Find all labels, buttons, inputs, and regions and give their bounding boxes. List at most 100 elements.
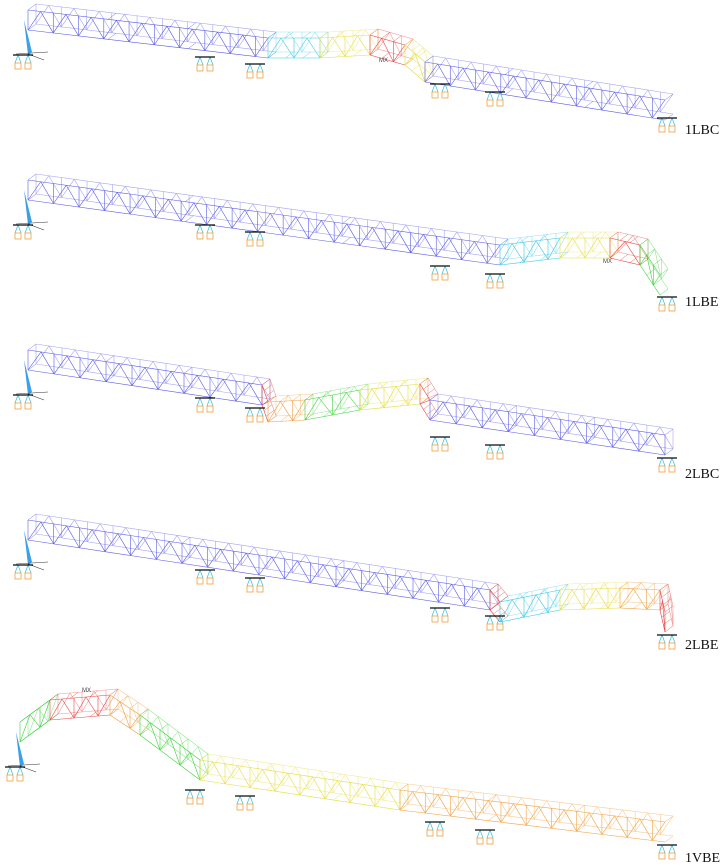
truss-member (368, 383, 380, 404)
truss-member (182, 545, 195, 563)
support (497, 624, 503, 630)
truss-member (28, 24, 36, 30)
truss-member (482, 235, 495, 257)
truss-member (80, 360, 93, 378)
truss-member (602, 816, 615, 834)
truss-member (370, 49, 378, 55)
truss-member (98, 695, 110, 716)
truss-member (313, 777, 326, 799)
truss-member (380, 221, 393, 243)
truss-member (392, 380, 404, 401)
support (497, 100, 503, 106)
truss-member (618, 236, 633, 253)
truss-member (28, 11, 41, 30)
support (25, 63, 31, 69)
support (247, 416, 253, 422)
truss-member (585, 81, 593, 87)
truss-member (28, 565, 31, 573)
truss-member (336, 569, 349, 587)
truss-member (400, 792, 413, 810)
support (659, 643, 665, 649)
truss-member (628, 582, 668, 584)
truss-member (350, 784, 363, 802)
truss-member (105, 534, 118, 552)
truss-member (662, 845, 665, 853)
truss-member (41, 182, 54, 204)
truss-member (200, 774, 208, 780)
truss-member (669, 635, 672, 643)
truss-member (262, 385, 268, 402)
truss-member (268, 52, 276, 58)
truss-member (329, 214, 342, 236)
truss-member (363, 784, 376, 806)
truss-member (28, 174, 36, 180)
truss-member (182, 557, 190, 563)
truss-member (92, 189, 105, 211)
truss-member (15, 225, 18, 233)
truss-segment (568, 232, 618, 252)
truss-member (145, 368, 158, 390)
truss-segment (276, 394, 313, 416)
truss-member (25, 395, 28, 403)
truss-member (652, 433, 665, 455)
truss-segment (140, 715, 200, 780)
support (487, 624, 493, 630)
truss-member (488, 795, 496, 801)
support (207, 578, 213, 584)
truss-member (622, 86, 635, 108)
truss-member (640, 255, 647, 265)
truss-member (132, 368, 145, 386)
truss-member (120, 702, 130, 729)
truss-member (358, 36, 371, 55)
truss-member (634, 423, 647, 445)
truss-member (662, 458, 665, 466)
truss-member (442, 608, 445, 616)
truss-member (589, 813, 602, 835)
truss-member (433, 56, 673, 94)
truss-segment (50, 695, 110, 720)
truss-member (460, 578, 473, 600)
truss-member (40, 701, 48, 707)
truss-member (275, 773, 288, 791)
truss-member (435, 84, 438, 92)
truss-member (514, 804, 527, 826)
truss-member (250, 578, 253, 586)
support (659, 305, 665, 311)
truss-member (508, 414, 521, 432)
truss-member (280, 395, 288, 401)
truss-member (268, 400, 305, 402)
truss-member (435, 266, 438, 274)
truss-member (223, 379, 236, 401)
truss-member (665, 429, 673, 435)
truss-member (627, 96, 640, 114)
truss-member (257, 232, 260, 240)
truss-member (596, 589, 608, 609)
truss-member (168, 199, 181, 221)
truss-member (384, 386, 396, 407)
truss-member (304, 211, 317, 233)
truss-member (231, 373, 244, 395)
truss-member (167, 26, 180, 47)
truss-member (659, 845, 662, 853)
truss-member (433, 76, 673, 114)
truss-member (302, 32, 315, 52)
truss-member (488, 815, 496, 821)
truss-member (615, 816, 628, 838)
truss-member (197, 375, 210, 397)
truss-member (106, 364, 119, 382)
truss-member (16, 392, 48, 394)
truss-member (250, 796, 253, 804)
truss-member (118, 534, 131, 556)
truss-member (268, 32, 276, 38)
truss-member (672, 458, 675, 466)
truss-member (303, 52, 311, 58)
truss-member (28, 194, 36, 200)
truss-member (243, 35, 256, 56)
truss-member (610, 258, 640, 265)
truss-segment (560, 588, 620, 610)
truss-member (428, 394, 438, 398)
truss-member (487, 445, 490, 453)
truss-member (463, 68, 476, 90)
truss-member (219, 206, 232, 228)
truss-member (602, 92, 615, 110)
